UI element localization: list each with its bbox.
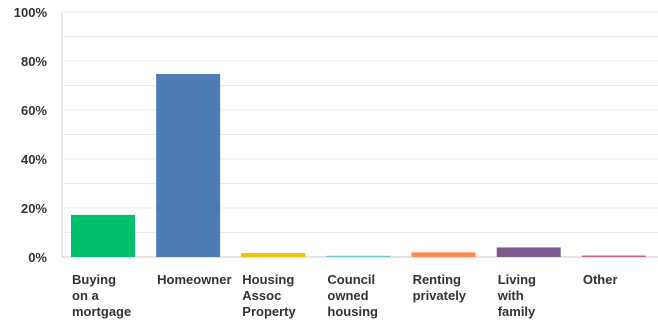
x-category-label: Buying on a mortgage — [72, 272, 131, 319]
x-category-label: Renting privately — [413, 272, 467, 303]
y-tick-label: 0% — [28, 250, 47, 265]
y-tick-label: 100% — [14, 5, 48, 20]
y-tick-label: 40% — [21, 152, 47, 167]
bar[interactable] — [496, 247, 561, 257]
bar[interactable] — [326, 255, 391, 257]
bar[interactable] — [71, 214, 135, 257]
bars — [71, 73, 646, 257]
x-category-label: Housing Assoc Property — [242, 272, 296, 319]
y-axis: 0% 20% 40% 60% 80% 100% — [14, 5, 48, 265]
y-tick-label: 20% — [21, 201, 47, 216]
x-axis: Buying on a mortgage Homeowner Housing Assoc P… — [72, 272, 618, 319]
gridlines — [61, 11, 658, 258]
y-tick-label: 80% — [21, 54, 47, 69]
x-category-label: Other — [583, 272, 618, 287]
x-category-label: Living with family — [497, 272, 536, 319]
bar[interactable] — [581, 255, 646, 257]
bar[interactable] — [241, 253, 306, 257]
x-category-label: Council owned housing — [327, 272, 378, 319]
y-tick-label: 60% — [21, 103, 47, 118]
x-category-label: Homeowner — [157, 272, 231, 287]
bar[interactable] — [156, 73, 221, 257]
bar[interactable] — [411, 252, 476, 257]
